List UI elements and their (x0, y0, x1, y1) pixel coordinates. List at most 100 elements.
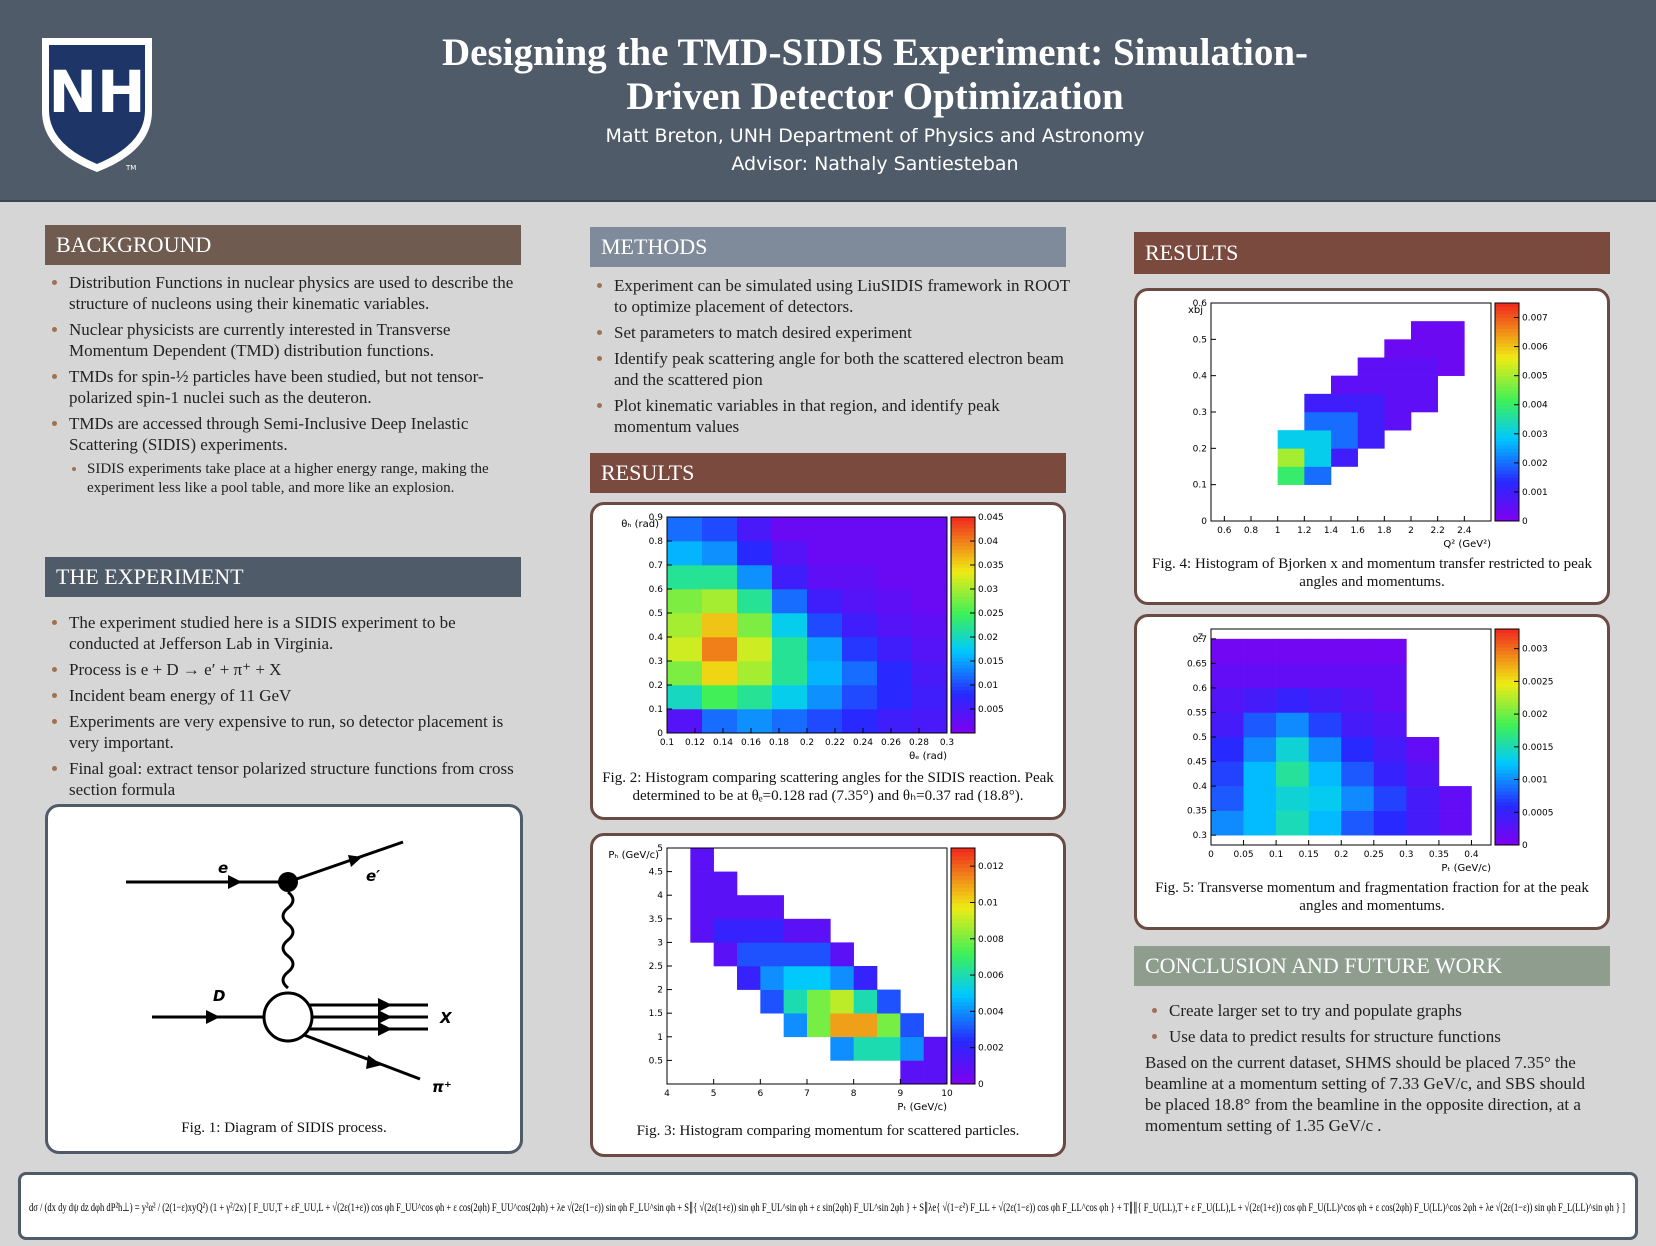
equation-box: dσ / (dx dy dψ dz dφh dP²h⊥) = y²α² / (2… (18, 1172, 1638, 1240)
colorbar-band (1495, 823, 1519, 828)
bullet-item: SIDIS experiments take place at a higher… (87, 460, 525, 498)
colorbar-band (1495, 430, 1519, 435)
y-tick-label: 0.2 (649, 681, 663, 691)
colorbar-band (951, 585, 975, 590)
colorbar-band (1495, 708, 1519, 713)
colorbar-band (1495, 510, 1519, 515)
colorbar-label: 0.02 (978, 633, 998, 643)
colorbar-band (1495, 719, 1519, 724)
figure-box: e e′ D X π⁺ Fig. 1: Diagram of SIDIS pro… (45, 804, 523, 1154)
colorbar-band (951, 867, 975, 873)
heatmap-cell (1308, 638, 1342, 664)
y-tick-label: 0.5 (649, 1056, 663, 1066)
colorbar-band (951, 722, 975, 727)
heatmap-cell (737, 918, 761, 943)
colorbar-band (1495, 364, 1519, 369)
diagram-label: e′ (366, 867, 380, 885)
colorbar-band (951, 524, 975, 529)
colorbar-band (951, 973, 975, 979)
heatmap-cell (1308, 761, 1342, 787)
heatmap-cell (1373, 786, 1407, 811)
colorbar-band (1495, 679, 1519, 684)
colorbar-label: 0.005 (1522, 372, 1548, 382)
colorbar-band (951, 907, 975, 912)
colorbar-label: 0.045 (978, 513, 1004, 523)
heatmap-cell (690, 848, 714, 872)
colorbar-label: 0.01 (978, 898, 998, 908)
colorbar-band (951, 589, 975, 594)
colorbar-band (951, 556, 975, 561)
heatmap-cell (1373, 761, 1407, 787)
heatmap-cell (830, 966, 854, 990)
heatmap-cell (1243, 663, 1277, 689)
heatmap-cell (690, 895, 714, 920)
section-heading: THE EXPERIMENT (45, 557, 521, 597)
heatmap-cell (772, 661, 808, 686)
colorbar-band (951, 918, 975, 924)
colorbar-band (951, 632, 975, 637)
colorbar-band (951, 675, 975, 680)
heatmap-cell (783, 966, 808, 990)
x-tick-label: 0.8 (1244, 526, 1259, 536)
heatmap-cell (807, 685, 843, 710)
heatmap-cell (1357, 393, 1385, 413)
colorbar-band (1495, 819, 1519, 824)
colorbar-band (1495, 502, 1519, 507)
colorbar-label: 0.03 (978, 585, 998, 595)
heatmap-cell (760, 966, 784, 990)
y-tick-label: 5 (657, 844, 663, 854)
colorbar-band (1495, 654, 1519, 659)
heatmap-cell (667, 685, 703, 710)
heatmap-cell (807, 966, 831, 990)
colorbar-band (951, 560, 975, 565)
caption: Fig. 1: Diagram of SIDIS process. (181, 1120, 387, 1136)
heatmap-cell (1384, 339, 1412, 358)
bullet-item: Nuclear physicists are currently interes… (69, 319, 525, 361)
heatmap-cell (667, 541, 703, 566)
heatmap-cell (877, 637, 913, 662)
heatmap-cell (760, 942, 784, 967)
colorbar-band (951, 954, 975, 959)
heatmap-cell (1304, 448, 1332, 467)
x-tick-label: 0.24 (853, 738, 873, 748)
heatmap-cell (1243, 810, 1277, 836)
colorbar-band (951, 574, 975, 579)
heatmap-cell (667, 517, 703, 542)
caption: Fig. 2: Histogram comparing scattering a… (602, 770, 1054, 804)
x-tick-label: 0.1 (1269, 850, 1283, 860)
heatmap-cell (1373, 712, 1407, 738)
bullet-item: Create larger set to try and populate gr… (1169, 1000, 1605, 1021)
x-axis-label: Q² (GeV²) (1443, 539, 1491, 550)
heatmap-cell (1304, 412, 1332, 431)
heatmap-cell (912, 685, 948, 710)
colorbar-band (951, 930, 975, 936)
colorbar-band (1495, 765, 1519, 770)
colorbar-label: 0.006 (978, 971, 1004, 981)
heatmap-cell (737, 942, 761, 967)
section-heading: RESULTS (590, 453, 1066, 493)
heatmap-cell (702, 661, 738, 686)
heatmap-cell (807, 918, 831, 943)
colorbar-band (951, 549, 975, 554)
heatmap-cell (737, 541, 773, 566)
colorbar-band (1495, 317, 1519, 322)
colorbar-band (1495, 397, 1519, 402)
title-line: Driven Detector Optimization (626, 75, 1124, 118)
heatmap-cell (1437, 357, 1465, 376)
colorbar-band (1495, 650, 1519, 655)
bullet-item: Distribution Functions in nuclear physic… (69, 272, 525, 314)
x-tick-label: 0.4 (1464, 850, 1479, 860)
colorbar-label: 0.005 (978, 705, 1004, 715)
colorbar-band (1495, 675, 1519, 680)
heatmap-cell (772, 637, 808, 662)
colorbar-band (1495, 776, 1519, 781)
colorbar-band (1495, 801, 1519, 806)
heatmap-cell (1211, 737, 1244, 762)
heatmap-cell (737, 895, 761, 920)
colorbar-band (1495, 647, 1519, 652)
colorbar-band (1495, 499, 1519, 504)
colorbar-label: 0.006 (1522, 343, 1548, 353)
colorbar-band (951, 621, 975, 626)
colorbar-band (1495, 755, 1519, 760)
colorbar-band (951, 686, 975, 691)
